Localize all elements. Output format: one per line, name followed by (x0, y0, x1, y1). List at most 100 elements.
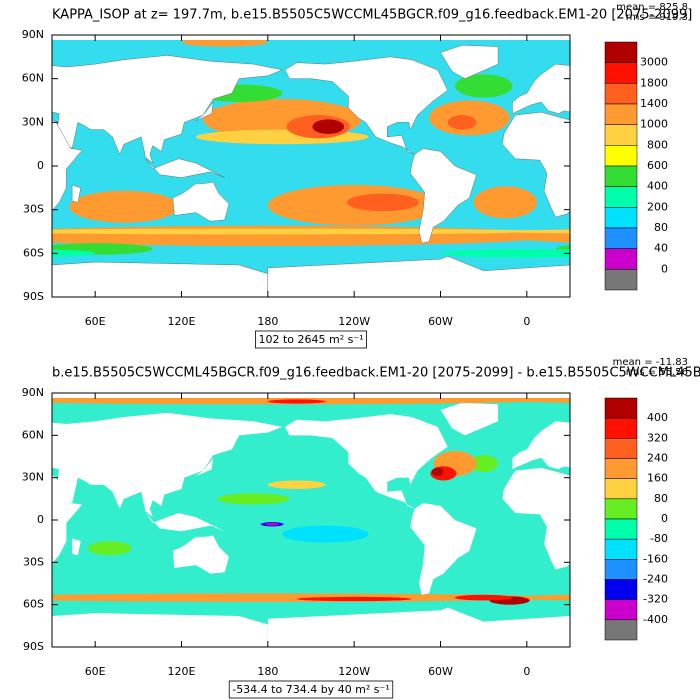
colorbar-label: 200 (647, 200, 668, 213)
land (440, 44, 499, 79)
lon-label: 60E (85, 315, 106, 328)
land (72, 538, 81, 556)
colorbar-box (604, 207, 638, 229)
land (440, 402, 499, 436)
mean-stat: mean = -11.83 (613, 357, 688, 368)
field-region (52, 249, 96, 258)
field-region (267, 480, 326, 489)
land (145, 158, 225, 178)
land (145, 512, 225, 532)
field-region (217, 493, 290, 505)
land (502, 111, 570, 218)
colorbar-box (604, 103, 638, 125)
range-label: 102 to 2645 m² s⁻¹ (258, 333, 363, 346)
colorbar-box (604, 538, 638, 560)
lon-label: 120E (168, 665, 196, 678)
colorbar-box (604, 41, 638, 63)
lon-label: 0 (523, 315, 530, 328)
colorbar-box (604, 619, 638, 641)
field-region (469, 455, 499, 473)
land (664, 513, 700, 531)
land (52, 55, 283, 164)
field-region (587, 191, 696, 223)
field-region (346, 193, 419, 212)
land (285, 414, 448, 509)
lon-label: 120E (168, 315, 196, 328)
lon-label: 180 (257, 315, 278, 328)
mean-stat: mean = 825.8 (616, 2, 688, 13)
colorbar-box (604, 83, 638, 105)
rms-stat: rms = 919.3 (626, 12, 688, 23)
colorbar-label: 240 (647, 452, 668, 465)
field-region (264, 522, 280, 526)
land (410, 148, 477, 244)
lat-label: 30S (23, 555, 44, 568)
colorbar-label: 800 (647, 138, 668, 151)
colorbar-label: 1400 (640, 97, 668, 110)
colorbar-box (604, 165, 638, 187)
field-region (431, 467, 444, 477)
colorbar-label: -80 (650, 532, 668, 545)
colorbar-box (604, 559, 638, 580)
colorbar-label: 80 (654, 221, 668, 234)
colorbar-label: -160 (643, 552, 668, 565)
lon-label: 120W (338, 665, 370, 678)
field-region (296, 596, 412, 602)
field-region (454, 594, 513, 601)
lat-label: 60N (22, 428, 44, 441)
colorbar-box (604, 599, 638, 621)
land (52, 475, 83, 564)
colorbar-box (604, 458, 638, 479)
colorbar-label: 40 (654, 242, 668, 255)
polar-cap (52, 35, 570, 40)
land (267, 607, 570, 647)
field-region (454, 74, 513, 98)
land (195, 457, 214, 477)
field-region (69, 190, 179, 223)
colorbar-box (604, 145, 638, 167)
polar-cap (52, 393, 570, 398)
field-region (181, 37, 268, 47)
range-box (255, 330, 367, 349)
lon-label: 60E (85, 665, 106, 678)
panel-title: KAPPA_ISOP at z= 197.7m, b.e15.B5505C5WC… (52, 8, 692, 23)
field-region (282, 525, 369, 543)
lat-label: 30S (23, 203, 44, 216)
colorbar-box (604, 124, 638, 146)
range-box (228, 680, 394, 699)
field-region (0, 226, 38, 246)
colorbar-label: -320 (643, 593, 668, 606)
colorbar-label: 0 (661, 512, 668, 525)
land (664, 159, 700, 178)
lat-label: 0 (37, 513, 44, 526)
field-region (447, 115, 477, 130)
colorbar-label: 320 (647, 431, 668, 444)
rms-stat: rms = 55.56 (626, 367, 688, 378)
colorbar-box (604, 478, 638, 500)
colorbar-box (604, 438, 638, 459)
colorbar-label: 400 (647, 180, 668, 193)
panel-title: b.e15.B5505C5WCCML45BGCR.f09_g16.feedbac… (52, 366, 700, 381)
lon-label: 180 (257, 665, 278, 678)
land (590, 538, 599, 555)
land (691, 182, 700, 221)
colorbar-box (604, 62, 638, 84)
lon-label: 0 (523, 665, 530, 678)
lat-label: 90S (23, 640, 44, 653)
land (52, 119, 83, 212)
field-region (473, 186, 537, 219)
field-region (52, 228, 556, 235)
land (502, 467, 570, 570)
land (410, 503, 477, 595)
field-region (87, 541, 132, 556)
land (691, 536, 700, 574)
field-region (440, 248, 570, 258)
colorbar-box (604, 227, 638, 249)
lon-label: 60W (428, 665, 453, 678)
lat-label: 60S (23, 598, 44, 611)
colorbar-box (604, 498, 638, 520)
colorbar-box (604, 269, 638, 291)
land (267, 256, 570, 297)
colorbar-box (604, 186, 638, 208)
map (0, 35, 700, 297)
